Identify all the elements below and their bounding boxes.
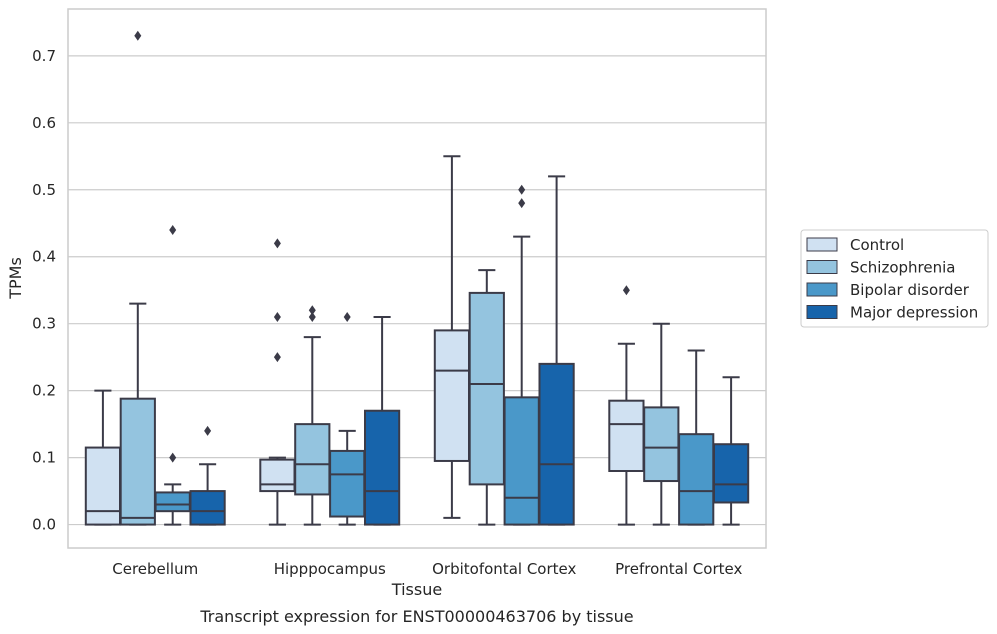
boxes xyxy=(84,30,750,526)
box xyxy=(363,409,401,526)
box-group xyxy=(84,389,122,526)
box-group xyxy=(154,224,191,526)
box xyxy=(84,446,122,526)
box-group xyxy=(712,376,750,526)
outlier-point xyxy=(273,312,281,322)
x-tick-label: Prefrontal Cortex xyxy=(615,560,742,578)
box xyxy=(643,406,680,483)
box-group xyxy=(678,349,715,526)
box xyxy=(538,362,575,526)
box xyxy=(259,458,296,493)
box-group xyxy=(329,312,366,526)
legend: Control Schizophrenia Bipolar disorder Majo… xyxy=(800,229,989,328)
legend-swatch xyxy=(806,260,838,274)
outlier-point xyxy=(169,452,177,463)
y-tick-label: 0.0 xyxy=(32,516,56,534)
outlier-point xyxy=(204,425,212,436)
box xyxy=(712,443,750,504)
outlier-point xyxy=(134,30,142,41)
outlier-point xyxy=(308,312,316,322)
box xyxy=(503,396,540,526)
y-tick-label: 0.2 xyxy=(32,382,56,400)
legend-swatch xyxy=(806,282,838,297)
box-group xyxy=(608,285,645,526)
box-group xyxy=(538,175,575,526)
y-tick-label: 0.4 xyxy=(32,248,56,266)
box xyxy=(608,399,645,472)
x-tick-label: Orbitofontal Cortex xyxy=(432,560,576,578)
x-tick-label: Cerebellum xyxy=(112,560,198,578)
x-tick-labels: Cerebellum Hipppocampus Orbitofontal Corte… xyxy=(112,560,742,578)
y-tick-label: 0.6 xyxy=(32,114,56,132)
y-tick-label: 0.1 xyxy=(32,449,56,467)
box-group xyxy=(259,238,296,526)
box xyxy=(189,490,226,526)
outlier-point xyxy=(169,224,177,235)
legend-label: Control xyxy=(850,236,904,254)
box-group xyxy=(433,155,471,519)
y-tick-label: 0.3 xyxy=(32,315,56,333)
box xyxy=(154,491,191,513)
legend-swatch xyxy=(806,305,838,319)
box-group xyxy=(503,184,540,526)
legend-swatch xyxy=(806,237,838,252)
box-group xyxy=(294,305,331,526)
box-group xyxy=(468,269,505,526)
outlier-point xyxy=(622,285,630,296)
x-tick-label: Hipppocampus xyxy=(274,560,386,578)
chart-caption: Transcript expression for ENST0000046370… xyxy=(199,607,633,626)
outlier-point xyxy=(518,184,526,195)
outlier-point xyxy=(273,238,281,249)
legend-label: Major depression xyxy=(850,304,978,322)
y-tick-labels: 0.0 0.1 0.2 0.3 0.4 0.5 0.6 0.7 xyxy=(32,47,56,534)
box-group xyxy=(119,30,156,526)
y-tick-label: 0.7 xyxy=(32,47,56,65)
grid-lines xyxy=(68,55,766,526)
y-tick-label: 0.5 xyxy=(32,181,56,199)
box-group xyxy=(643,322,680,526)
outlier-point xyxy=(343,312,351,322)
box-group xyxy=(363,316,401,526)
outlier-point xyxy=(518,198,526,209)
y-axis-title: TPMs xyxy=(6,257,25,300)
legend-frame xyxy=(800,229,989,328)
outlier-point xyxy=(308,305,316,316)
box xyxy=(678,433,715,526)
box xyxy=(119,397,156,526)
legend-label: Schizophrenia xyxy=(850,259,955,277)
box xyxy=(468,291,505,486)
box xyxy=(329,449,366,518)
box-group xyxy=(189,425,226,526)
x-axis-title: Tissue xyxy=(391,580,442,599)
legend-label: Bipolar disorder xyxy=(850,281,970,299)
box xyxy=(294,423,331,496)
box xyxy=(433,329,471,462)
outlier-point xyxy=(273,352,281,363)
plot-frame xyxy=(67,8,767,549)
